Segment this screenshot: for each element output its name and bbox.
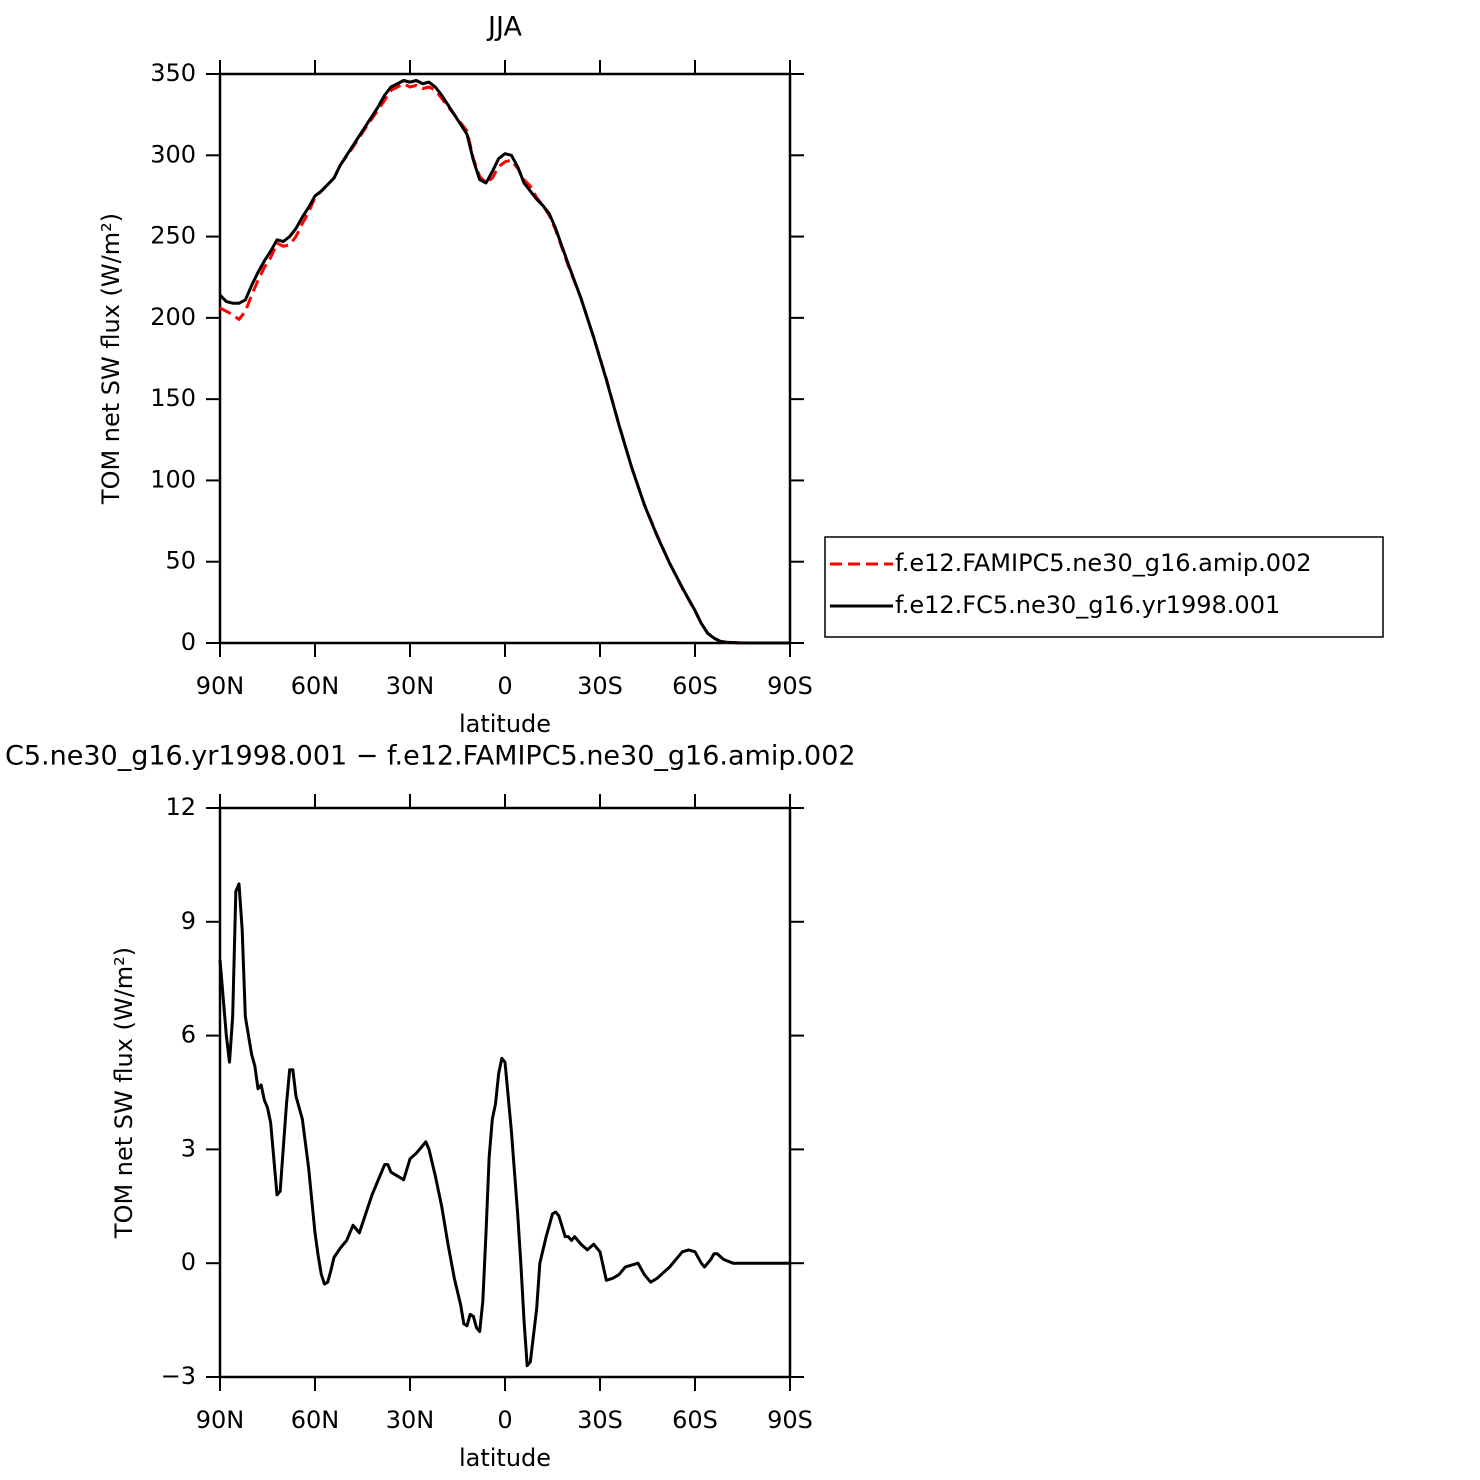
x-tick-label: 90S bbox=[767, 1406, 813, 1434]
y-tick-label: 100 bbox=[150, 465, 196, 493]
y-tick-label: 0 bbox=[181, 628, 196, 656]
series-line bbox=[219, 82, 790, 645]
x-tick-label: 0 bbox=[497, 1406, 512, 1434]
x-tick-label: 60N bbox=[291, 1406, 340, 1434]
x-tick-label: 30N bbox=[386, 1406, 435, 1434]
y-tick-label: −3 bbox=[161, 1362, 196, 1390]
y-tick-label: 350 bbox=[150, 59, 196, 87]
y-tick-label: 9 bbox=[181, 907, 196, 935]
chart-title: JJA bbox=[486, 12, 522, 43]
y-tick-label: 3 bbox=[181, 1134, 196, 1162]
y-tick-label: 12 bbox=[165, 793, 196, 821]
plot-frame bbox=[218, 72, 792, 645]
y-axis-label: TOM net SW flux (W/m²) bbox=[110, 947, 138, 1239]
legend-label: f.e12.FC5.ne30_g16.yr1998.001 bbox=[895, 591, 1280, 619]
x-tick-label: 90N bbox=[196, 1406, 245, 1434]
x-tick-label: 60S bbox=[672, 1406, 718, 1434]
legend-label: f.e12.FAMIPC5.ne30_g16.amip.002 bbox=[895, 549, 1312, 577]
x-tick-label: 30N bbox=[386, 672, 435, 700]
y-tick-label: 200 bbox=[150, 303, 196, 331]
x-tick-label: 30S bbox=[577, 1406, 623, 1434]
series-line bbox=[218, 882, 790, 1368]
plot-frame bbox=[218, 806, 792, 1379]
x-axis-label: latitude bbox=[459, 710, 551, 738]
y-tick-label: 300 bbox=[150, 140, 196, 168]
y-tick-label: 150 bbox=[150, 384, 196, 412]
chart-title: C5.ne30_g16.yr1998.001 − f.e12.FAMIPC5.n… bbox=[5, 741, 856, 772]
legend-box bbox=[824, 536, 1384, 638]
x-tick-label: 30S bbox=[577, 672, 623, 700]
y-tick-label: 250 bbox=[150, 222, 196, 250]
x-tick-label: 90N bbox=[196, 672, 245, 700]
y-axis-label: TOM net SW flux (W/m²) bbox=[97, 213, 125, 505]
x-axis-label: latitude bbox=[459, 1444, 551, 1472]
y-tick-label: 0 bbox=[181, 1248, 196, 1276]
series-line bbox=[218, 79, 790, 645]
x-tick-label: 60N bbox=[291, 672, 340, 700]
y-tick-label: 6 bbox=[181, 1021, 196, 1049]
x-tick-label: 0 bbox=[497, 672, 512, 700]
x-tick-label: 60S bbox=[672, 672, 718, 700]
y-tick-label: 50 bbox=[165, 547, 196, 575]
x-tick-label: 90S bbox=[767, 672, 813, 700]
